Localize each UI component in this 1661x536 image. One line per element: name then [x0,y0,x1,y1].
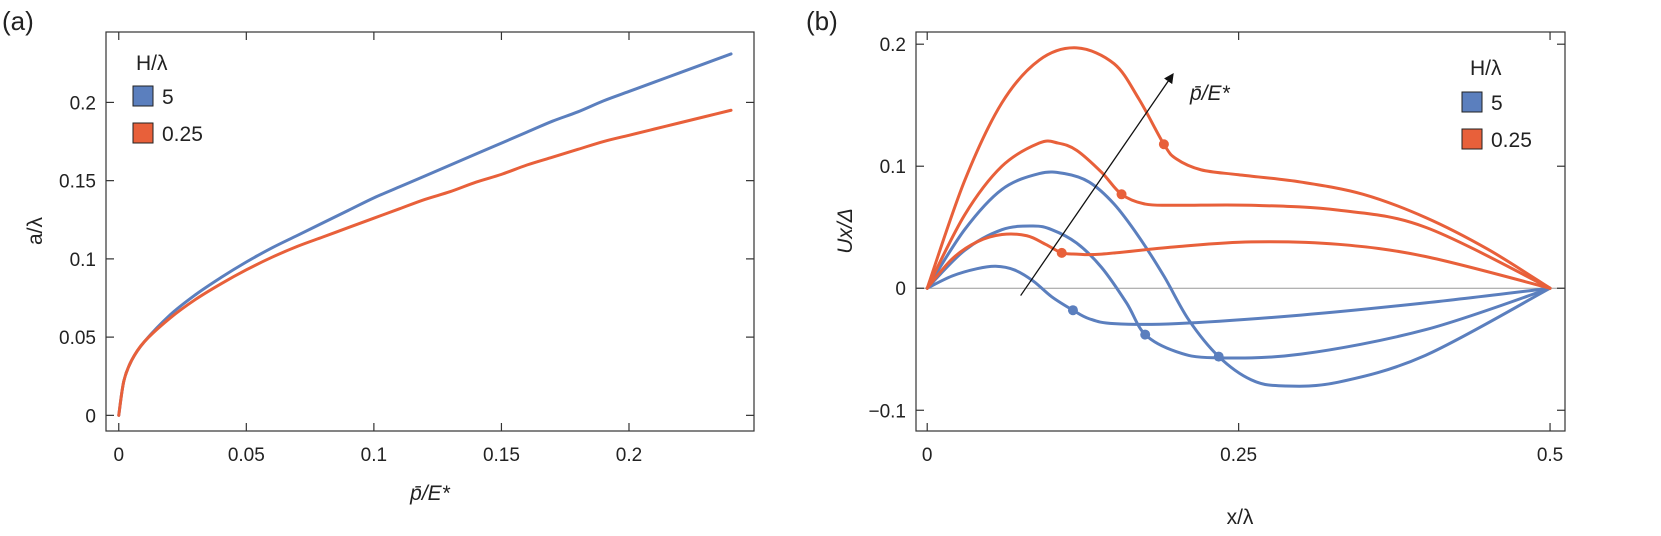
legend-swatch-b-025 [1461,128,1483,150]
x-axis-title-b: x/λ [1227,506,1254,529]
panel-b: (b) 0 0.25 0.5 −0.100.10.2 p̄/E* x/λ Ux/Δ … [806,6,1566,529]
arrow-line [1020,73,1174,296]
x-tick-label: 0.25 [1220,445,1257,466]
panel-a: (a) 0 0.05 0.1 0.15 0.2 0 0.05 0.1 0.15 0.2 p̄/E… [2,6,755,505]
y-tick-label: 0.1 [70,250,96,271]
legend-swatch-a-5 [132,85,154,107]
legend-label-a-025: 0.25 [162,123,203,146]
series-marker-b-1-2 [1158,139,1169,150]
x-tick-label: 0 [113,445,124,466]
legend-label-b-5: 5 [1491,92,1503,115]
x-tick-label: 0.5 [1537,445,1563,466]
series-line-b-1-1 [925,139,1552,290]
series-line-a-0-0 [117,52,733,417]
series-group-b [925,46,1552,388]
y-tick-label: 0.1 [880,157,906,178]
x-tick-label: 0.1 [361,445,387,466]
series-line-b-0-2 [925,170,1552,388]
series-marker-b-1-0 [1056,247,1067,258]
annotation-pressure: p̄/E* [1189,82,1231,105]
y-tick-label: 0.05 [59,328,96,349]
plot-frame-b [915,31,1566,432]
x-tick-label: 0.2 [616,445,642,466]
x-tick-label: 0.05 [228,445,265,466]
y-axis-b: −0.1 0 0.1 0.2 [868,35,1565,422]
legend-swatch-a-025 [132,122,154,144]
series-line-b-1-2 [925,46,1552,290]
y-tick-label: 0 [85,406,96,427]
legend-label-a-5: 5 [162,86,174,109]
plot-frame-a [105,31,755,432]
legend-b: H/λ 5 0.25 [1461,57,1532,152]
series-marker-b-1-1 [1116,189,1127,200]
series-marker-b-0-1 [1140,329,1151,340]
legend-swatch-b-5 [1461,91,1483,113]
series-line-b-0-1 [925,224,1552,360]
y-tick-label: 0.15 [59,172,96,193]
y-axis-title-b: Ux/Δ [834,208,857,254]
pressure-arrow [1020,73,1174,296]
x-tick-label: 0.15 [483,445,520,466]
y-tick-label: −0.1 [868,401,906,422]
series-group-a [117,52,733,417]
series-marker-b-0-0 [1067,305,1078,316]
legend-label-b-025: 0.25 [1491,129,1532,152]
x-axis-title-a: p̄/E* [409,482,451,505]
y-axis-title-a: a/λ [24,216,47,245]
x-axis-b: 0 0.25 0.5 [922,32,1563,466]
series-marker-b-0-2 [1213,351,1224,362]
y-tick-label: 0.2 [880,35,906,56]
series-line-a-1-0 [117,108,733,417]
legend-title-b: H/λ [1470,57,1502,80]
x-tick-label: 0 [922,445,933,466]
x-axis-a: 0 0.05 0.1 0.15 0.2 [113,32,642,466]
legend-a: H/λ 5 0.25 [132,52,203,146]
y-tick-label: 0.2 [70,93,96,114]
legend-title-a: H/λ [136,52,168,75]
panel-label-a: (a) [2,6,34,36]
x-axis-title-a-text: p̄/E* [409,482,451,505]
y-axis-a: 0 0.05 0.1 0.15 0.2 [59,93,754,427]
y-tick-label: 0 [895,279,906,300]
series-line-b-1-0 [925,232,1552,290]
panel-label-b: (b) [806,6,838,36]
